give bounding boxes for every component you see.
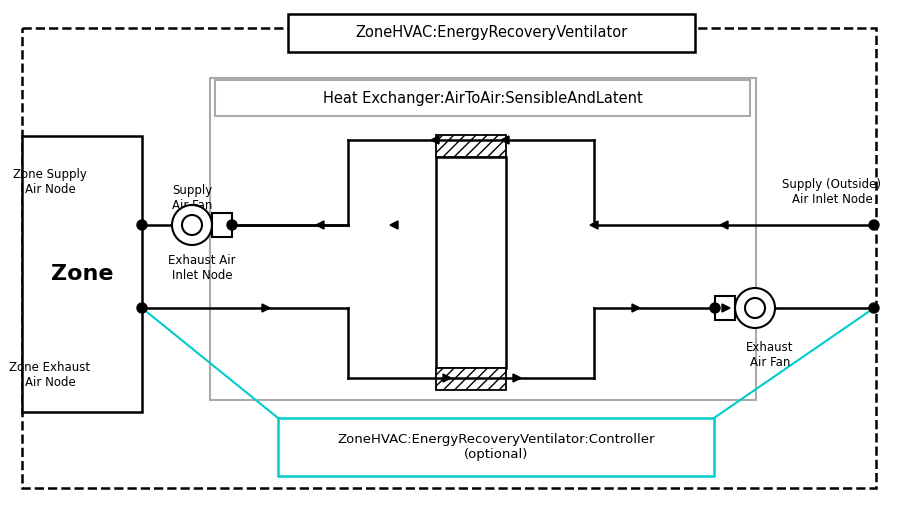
Polygon shape: [720, 221, 728, 229]
Text: Zone: Zone: [50, 264, 113, 284]
Text: ZoneHVAC:EnergyRecoveryVentilator:Controller
(optional): ZoneHVAC:EnergyRecoveryVentilator:Contro…: [337, 433, 654, 461]
Circle shape: [710, 303, 720, 313]
Circle shape: [227, 220, 237, 230]
Bar: [436, 135, 506, 157]
Bar: [436, 368, 506, 390]
Polygon shape: [210, 78, 756, 400]
Polygon shape: [390, 221, 398, 229]
Circle shape: [735, 288, 775, 328]
Polygon shape: [632, 304, 640, 312]
Polygon shape: [501, 136, 509, 144]
Polygon shape: [278, 418, 714, 476]
Circle shape: [137, 303, 147, 313]
Text: Zone Exhaust
Air Node: Zone Exhaust Air Node: [9, 361, 91, 389]
Polygon shape: [22, 136, 142, 412]
Polygon shape: [22, 28, 876, 488]
Polygon shape: [513, 374, 521, 382]
Polygon shape: [215, 80, 750, 116]
Text: Supply
Air Fan: Supply Air Fan: [172, 184, 212, 212]
Circle shape: [137, 220, 147, 230]
Circle shape: [869, 303, 879, 313]
Bar: [212, 213, 232, 237]
Polygon shape: [436, 157, 506, 368]
Polygon shape: [431, 136, 439, 144]
Polygon shape: [262, 304, 270, 312]
Circle shape: [869, 220, 879, 230]
Polygon shape: [722, 304, 730, 312]
Text: Supply (Outside)
Air Inlet Node: Supply (Outside) Air Inlet Node: [782, 178, 882, 206]
Text: Zone Supply
Air Node: Zone Supply Air Node: [13, 168, 87, 196]
Polygon shape: [590, 221, 598, 229]
Polygon shape: [443, 374, 451, 382]
Text: ZoneHVAC:EnergyRecoveryVentilator: ZoneHVAC:EnergyRecoveryVentilator: [355, 26, 628, 41]
Bar: [715, 296, 735, 320]
Text: Exhaust
Air Fan: Exhaust Air Fan: [746, 341, 794, 369]
Polygon shape: [316, 221, 324, 229]
Circle shape: [172, 205, 212, 245]
Text: Exhaust Air
Inlet Node: Exhaust Air Inlet Node: [168, 254, 236, 282]
Polygon shape: [288, 14, 695, 52]
Text: Heat Exchanger:AirToAir:SensibleAndLatent: Heat Exchanger:AirToAir:SensibleAndLaten…: [323, 91, 643, 106]
